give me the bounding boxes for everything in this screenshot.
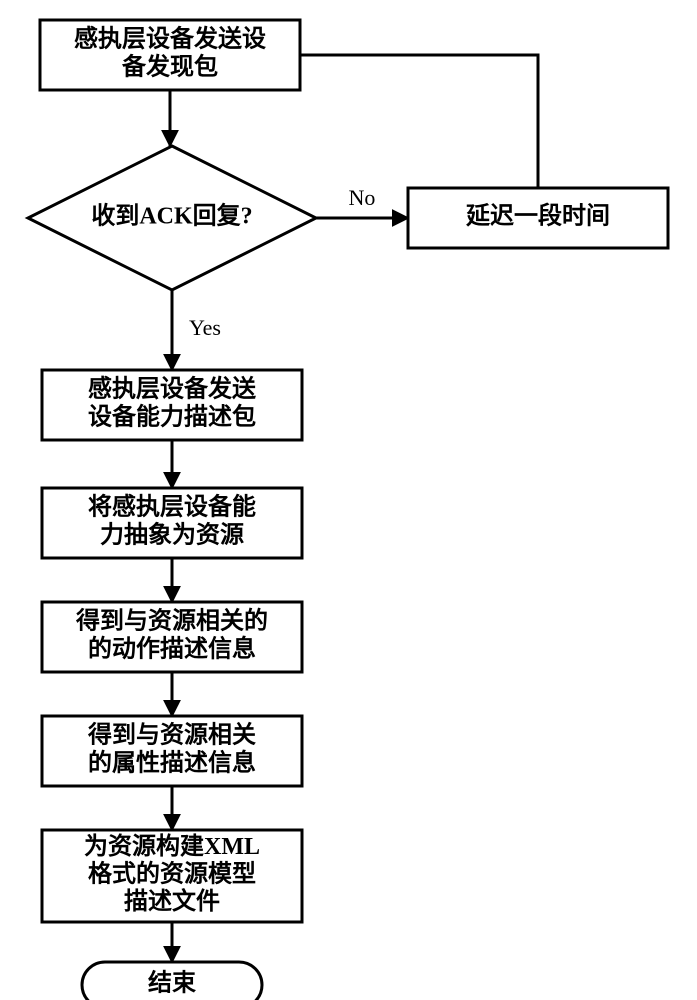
node-xml: 为资源构建XML格式的资源模型描述文件 <box>42 830 302 922</box>
node-action: 得到与资源相关的的动作描述信息 <box>42 602 302 672</box>
node-abstract-text-1: 力抽象为资源 <box>100 520 244 548</box>
node-cap-text-0: 感执层设备发送 <box>88 375 257 403</box>
node-start: 感执层设备发送设备发现包 <box>40 20 300 90</box>
node-attr: 得到与资源相关的属性描述信息 <box>42 716 302 786</box>
node-abstract-text-0: 将感执层设备能 <box>88 493 256 521</box>
node-end: 结束 <box>82 962 262 1000</box>
node-start-text-1: 备发现包 <box>121 52 218 80</box>
node-action-text-1: 的动作描述信息 <box>88 634 256 662</box>
flowchart-canvas: NoYes感执层设备发送设备发现包收到ACK回复?延迟一段时间感执层设备发送设备… <box>0 0 697 1000</box>
node-xml-text-2: 描述文件 <box>124 887 220 915</box>
edge-2 <box>300 55 538 188</box>
node-abstract: 将感执层设备能力抽象为资源 <box>42 488 302 558</box>
node-delay-text-0: 延迟一段时间 <box>465 202 610 230</box>
edge-label-yes: Yes <box>189 315 221 340</box>
node-attr-text-0: 得到与资源相关 <box>87 721 256 749</box>
node-xml-text-0: 为资源构建XML <box>84 832 260 860</box>
node-attr-text-1: 的属性描述信息 <box>88 748 256 776</box>
edge-label-no: No <box>349 185 376 210</box>
node-decision: 收到ACK回复? <box>28 146 316 290</box>
node-end-text-0: 结束 <box>148 970 197 997</box>
node-delay: 延迟一段时间 <box>408 188 668 248</box>
node-cap: 感执层设备发送设备能力描述包 <box>42 370 302 440</box>
node-decision-text-0: 收到ACK回复? <box>91 203 252 230</box>
node-action-text-0: 得到与资源相关的 <box>75 607 268 635</box>
node-xml-text-1: 格式的资源模型 <box>88 860 256 888</box>
node-cap-text-1: 设备能力描述包 <box>88 402 256 430</box>
node-start-text-0: 感执层设备发送设 <box>74 25 266 53</box>
